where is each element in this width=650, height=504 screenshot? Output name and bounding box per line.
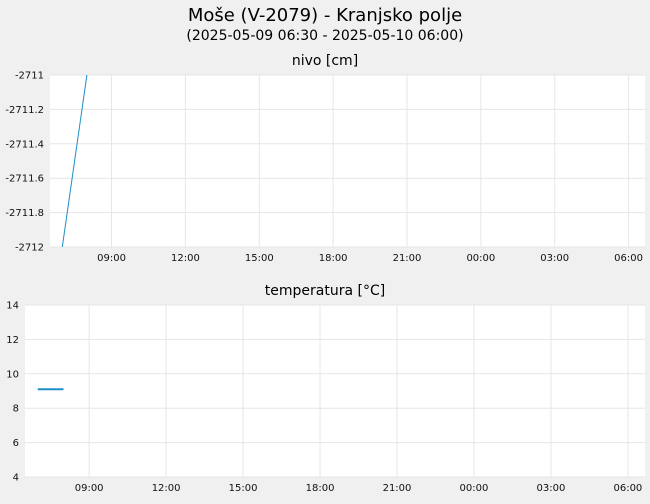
x-tick-label: 06:00 bbox=[613, 483, 642, 494]
x-tick-label: 21:00 bbox=[393, 253, 422, 264]
panel-title: temperatura [°C] bbox=[265, 283, 385, 299]
y-tick-label: 12 bbox=[6, 335, 19, 346]
y-tick-label: -2711.6 bbox=[5, 174, 44, 185]
series-line bbox=[61, 74, 88, 248]
y-tick-label: 4 bbox=[13, 473, 19, 484]
x-tick-label: 06:00 bbox=[614, 253, 643, 264]
y-tick-label: -2711.4 bbox=[5, 139, 44, 150]
y-tick-label: -2711.8 bbox=[5, 208, 44, 219]
x-tick-label: 03:00 bbox=[537, 483, 566, 494]
y-tick-label: 10 bbox=[6, 369, 19, 380]
x-tick-label: 12:00 bbox=[171, 253, 200, 264]
x-tick-label: 18:00 bbox=[319, 253, 348, 264]
x-tick-label: 09:00 bbox=[97, 253, 126, 264]
chart-title: Moše (V-2079) - Kranjsko polje bbox=[188, 5, 462, 26]
x-tick-label: 09:00 bbox=[75, 483, 104, 494]
panel-nivo: nivo [cm] -2712 -2711.8 -2711.6 -2711.4 -2711… bbox=[5, 53, 645, 264]
x-tick-label: 15:00 bbox=[245, 253, 274, 264]
panel-temperatura: temperatura [°C] 4 6 8 10 12 14 09:00 12:00 15:00… bbox=[6, 283, 645, 494]
chart-subtitle: (2025-05-09 06:30 - 2025-05-10 06:00) bbox=[186, 28, 463, 44]
x-tick-label: 15:00 bbox=[229, 483, 258, 494]
x-tick-label: 18:00 bbox=[306, 483, 335, 494]
plot-area bbox=[50, 75, 645, 247]
x-tick-label: 21:00 bbox=[383, 483, 412, 494]
plot-area bbox=[25, 305, 645, 477]
y-tick-label: 6 bbox=[13, 438, 19, 449]
panel-title: nivo [cm] bbox=[292, 53, 358, 69]
y-tick-label: -2711.2 bbox=[5, 105, 44, 116]
y-tick-label: 14 bbox=[6, 301, 19, 312]
x-tick-label: 00:00 bbox=[460, 483, 489, 494]
y-tick-label: 8 bbox=[13, 404, 19, 415]
y-tick-label: -2712 bbox=[15, 243, 44, 254]
x-tick-label: 03:00 bbox=[540, 253, 569, 264]
x-tick-label: 12:00 bbox=[152, 483, 181, 494]
x-tick-label: 00:00 bbox=[466, 253, 495, 264]
y-tick-label: -2711 bbox=[15, 71, 44, 82]
